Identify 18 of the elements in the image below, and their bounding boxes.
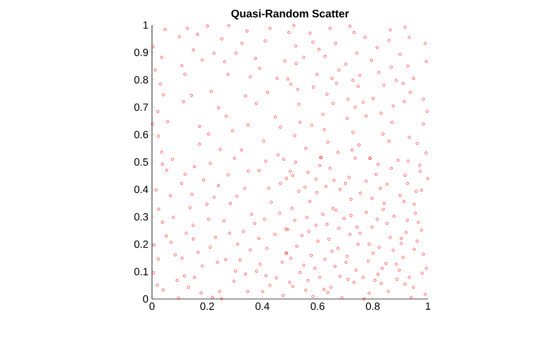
y-tick-label: 0.2 <box>134 240 148 248</box>
y-tick-label: 0.7 <box>134 104 148 111</box>
x-tick-label: 0.2 <box>200 302 214 310</box>
x-tick-label: 1 <box>426 302 430 310</box>
y-tick-label: 0.1 <box>134 268 148 276</box>
chart-title: Quasi-Random Scatter <box>231 9 349 20</box>
x-tick-label: 0.4 <box>256 302 270 310</box>
x-tick-label: 0.8 <box>366 302 380 310</box>
x-tick-label: 0 <box>150 302 154 310</box>
y-tick-label: 0.5 <box>134 158 148 166</box>
y-tick-label: 1 <box>143 21 148 29</box>
y-tick-label: 0.6 <box>134 130 148 138</box>
y-tick-label: 0.9 <box>134 48 148 56</box>
y-tick-label: 0 <box>143 295 148 303</box>
x-tick-label: 0.6 <box>310 302 324 310</box>
y-tick-label: 0.3 <box>134 213 148 221</box>
y-tick-label: 0.8 <box>134 76 148 84</box>
y-tick-label: 0.4 <box>134 186 148 194</box>
